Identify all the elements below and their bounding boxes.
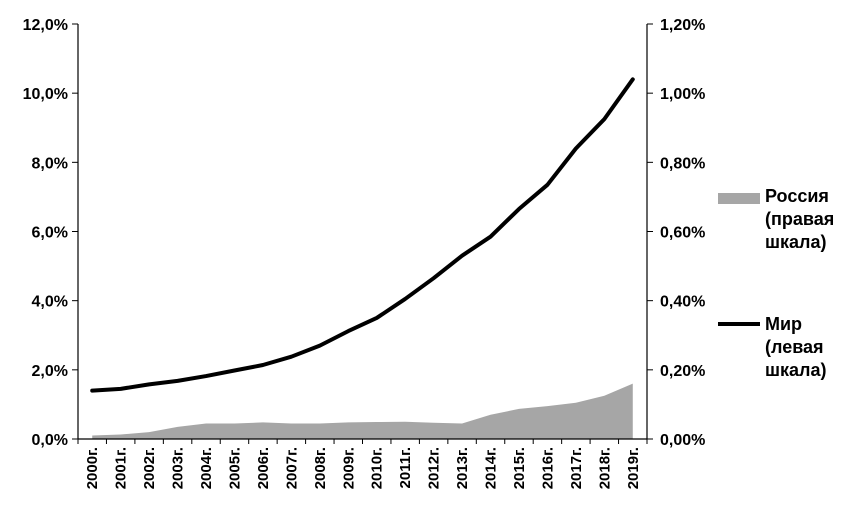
right-tick-label: 0,60% xyxy=(660,225,705,242)
right-tick-label: 0,20% xyxy=(660,363,705,380)
x-tick-label: 2013г. xyxy=(454,447,471,489)
x-tick-label: 2006г. xyxy=(255,447,272,489)
x-tick-label: 2008г. xyxy=(312,447,329,489)
x-tick-label: 2011г. xyxy=(397,447,414,488)
x-tick-label: 2003г. xyxy=(170,447,187,489)
x-tick-label: 2014г. xyxy=(483,447,500,489)
x-tick-label: 2000г. xyxy=(84,447,101,489)
left-axis: 0,0% 2,0% 4,0% 6,0% 8,0% 10,0% 12,0% xyxy=(23,17,78,449)
legend-russia-line-1: Россия xyxy=(765,186,829,206)
area-series-russia xyxy=(92,383,633,439)
right-tick-label: 0,80% xyxy=(660,155,705,172)
legend-world-line-1: Мир xyxy=(765,314,803,334)
x-tick-label: 2004г. xyxy=(198,447,215,489)
x-tick-label: 2018г. xyxy=(596,447,613,489)
x-tick-label: 2007г. xyxy=(283,447,300,489)
left-tick-label: 2,0% xyxy=(32,363,68,380)
axes-frame xyxy=(77,24,648,440)
legend-swatch-world xyxy=(718,322,760,326)
x-tick-label: 2017г. xyxy=(568,447,585,489)
left-tick-label: 0,0% xyxy=(32,432,68,449)
left-tick-label: 6,0% xyxy=(32,225,68,242)
right-tick-label: 0,40% xyxy=(660,294,705,311)
legend-russia-line-3: шкала) xyxy=(765,232,827,252)
left-tick-label: 4,0% xyxy=(32,294,68,311)
x-tick-label: 2005г. xyxy=(226,447,243,489)
right-axis: 0,00% 0,20% 0,40% 0,60% 0,80% 1,00% 1,20% xyxy=(647,17,705,449)
x-tick-label: 2019г. xyxy=(625,447,642,489)
legend-swatch-russia xyxy=(718,193,760,204)
right-tick-label: 1,00% xyxy=(660,86,705,103)
right-tick-label: 0,00% xyxy=(660,432,705,449)
left-tick-label: 8,0% xyxy=(32,155,68,172)
x-tick-label: 2001г. xyxy=(113,447,130,489)
x-tick-label: 2012г. xyxy=(426,447,443,489)
left-tick-label: 10,0% xyxy=(23,86,68,103)
x-tick-label: 2016г. xyxy=(539,447,556,489)
area-russia xyxy=(92,383,633,439)
legend-world-line-3: шкала) xyxy=(765,360,827,380)
x-tick-label: 2015г. xyxy=(511,447,528,489)
line-world xyxy=(90,77,635,393)
x-axis: 2000г. 2001г. 2002г. 2003г. 2004г. 2005г. 2006… xyxy=(77,439,648,489)
legend-world-line-2: (левая xyxy=(765,337,824,357)
legend-russia-line-2: (правая xyxy=(765,209,835,229)
x-tick-label: 2010г. xyxy=(369,447,386,489)
x-tick-label: 2002г. xyxy=(141,447,158,489)
right-tick-label: 1,20% xyxy=(660,17,705,34)
left-tick-label: 12,0% xyxy=(23,17,68,34)
line-series-world xyxy=(90,77,635,393)
legend-world: Мир (левая шкала) xyxy=(765,313,826,382)
legend-russia: Россия (правая шкала) xyxy=(765,185,834,254)
x-tick-label: 2009г. xyxy=(340,447,357,489)
